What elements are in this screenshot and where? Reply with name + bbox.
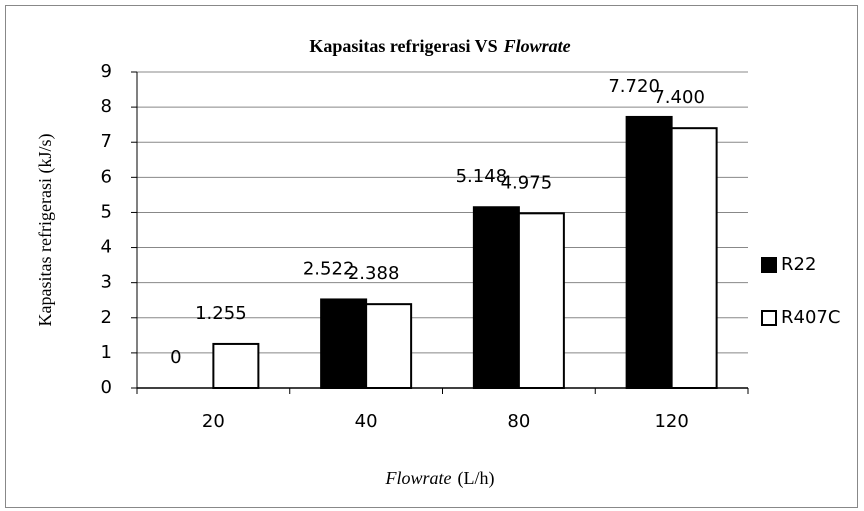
bar (517, 212, 565, 389)
x-tick-label: 40 (355, 411, 378, 432)
bar (365, 303, 413, 389)
data-label: 1.255 (195, 303, 247, 324)
bar (472, 206, 520, 389)
data-label: 2.388 (348, 263, 400, 284)
bar (670, 127, 718, 390)
x-tick-label: 80 (507, 411, 530, 432)
y-tick-label: 0 (101, 377, 112, 398)
bar (320, 298, 368, 389)
x-axis-label: Flowrate (L/h) (385, 468, 495, 489)
data-label: 0 (170, 347, 181, 368)
y-tick-label: 5 (101, 201, 112, 222)
x-tick-label: 120 (654, 411, 688, 432)
bar (212, 342, 260, 389)
chart-title-part: Flowrate (503, 36, 571, 56)
chart-title: Kapasitas refrigerasi VS Flowrate (309, 36, 570, 56)
legend-label: R407C (781, 307, 840, 328)
y-tick-label: 4 (101, 237, 112, 258)
chart-title-part: Kapasitas refrigerasi VS (309, 36, 497, 56)
data-label: 4.975 (501, 172, 553, 193)
y-axis-label: Kapasitas refrigerasi (kJ/s) (35, 134, 56, 327)
y-tick-label: 8 (101, 96, 112, 117)
legend-swatch (761, 257, 777, 273)
chart-border (5, 5, 858, 508)
y-tick-label: 7 (101, 131, 112, 152)
y-tick-label: 9 (101, 61, 112, 82)
x-axis-label-part: Flowrate (385, 468, 452, 488)
x-tick-label: 20 (202, 411, 225, 432)
legend-label: R22 (781, 254, 816, 275)
data-label: 5.148 (456, 166, 508, 187)
data-label: 2.522 (303, 258, 355, 279)
data-label: 7.400 (653, 87, 705, 108)
x-axis-label-part: (L/h) (458, 468, 495, 489)
legend-swatch (761, 310, 777, 326)
y-tick-label: 3 (101, 272, 112, 293)
data-label: 7.720 (608, 76, 660, 97)
y-tick-label: 2 (101, 307, 112, 328)
y-tick-label: 1 (101, 342, 112, 363)
bar (625, 115, 673, 389)
y-tick-label: 6 (101, 166, 112, 187)
